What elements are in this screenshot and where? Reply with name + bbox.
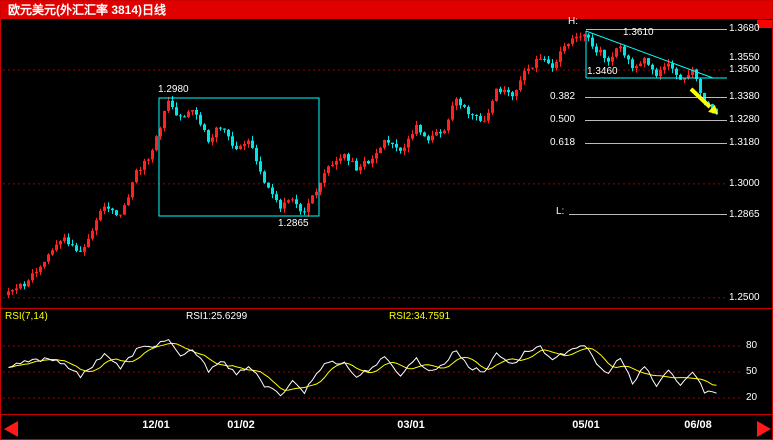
- top-right-marker: [757, 20, 772, 28]
- high-marker-label: H:: [568, 16, 578, 27]
- low-marker-label: L:: [556, 206, 565, 217]
- rsi2-value-label: RSI2:34.7591: [389, 311, 451, 322]
- rsi-tick-20: 20: [746, 392, 758, 403]
- rsi-tick-80: 80: [746, 340, 758, 351]
- window-title: 欧元美元(外汇汇率 3814)日线: [8, 3, 167, 17]
- box-low-label: 1.2865: [278, 218, 309, 229]
- time-label-0608: 06/08: [684, 419, 712, 431]
- time-label-1201: 12/01: [142, 419, 170, 431]
- scroll-right-arrow-icon[interactable]: [757, 421, 771, 437]
- price-tick-13680: 1.3680: [729, 23, 760, 34]
- breakdown-arrow-head: [708, 104, 718, 115]
- wedge-support-label: 1.3460: [587, 66, 618, 77]
- price-tick-12500: 1.2500: [729, 292, 760, 303]
- price-tick-13280: 1.3280: [729, 114, 760, 125]
- rsi-series: [8, 338, 717, 397]
- price-tick-13180: 1.3180: [729, 137, 760, 148]
- box-high-label: 1.2980: [158, 84, 189, 95]
- annotations-layer: [4, 20, 772, 437]
- time-label-0501: 05/01: [572, 419, 600, 431]
- price-tick-12865: 1.2865: [729, 209, 760, 220]
- time-label-0102: 01/02: [227, 419, 255, 431]
- price-tick-13500: 1.3500: [729, 64, 760, 75]
- breakdown-arrow-shaft: [689, 87, 712, 109]
- price-tick-13380: 1.3380: [729, 91, 760, 102]
- gridlines: [3, 69, 742, 399]
- rsi-indicator-name: RSI(7,14): [5, 311, 48, 322]
- rsi-axis-separator: [1, 414, 772, 415]
- rsi1-value-label: RSI1:25.6299: [186, 311, 248, 322]
- scroll-left-arrow-icon[interactable]: [4, 421, 18, 437]
- consolidation-box: [158, 97, 320, 217]
- wedge-high-label: 1.3610: [623, 27, 654, 38]
- fib-382-label: 0.382: [550, 91, 576, 102]
- price-tick-13000: 1.3000: [729, 178, 760, 189]
- candlestick-series: [7, 32, 718, 299]
- rsi-tick-50: 50: [746, 366, 758, 377]
- title-bar[interactable]: 欧元美元(外汇汇率 3814)日线: [1, 1, 772, 19]
- time-label-0301: 03/01: [397, 419, 425, 431]
- fib-500-label: 0.500: [550, 114, 576, 125]
- fib-618-label: 0.618: [550, 137, 576, 148]
- triangle-upper-trendline: [585, 30, 714, 79]
- price-tick-13550: 1.3550: [729, 52, 760, 63]
- main-rsi-separator: [1, 308, 772, 309]
